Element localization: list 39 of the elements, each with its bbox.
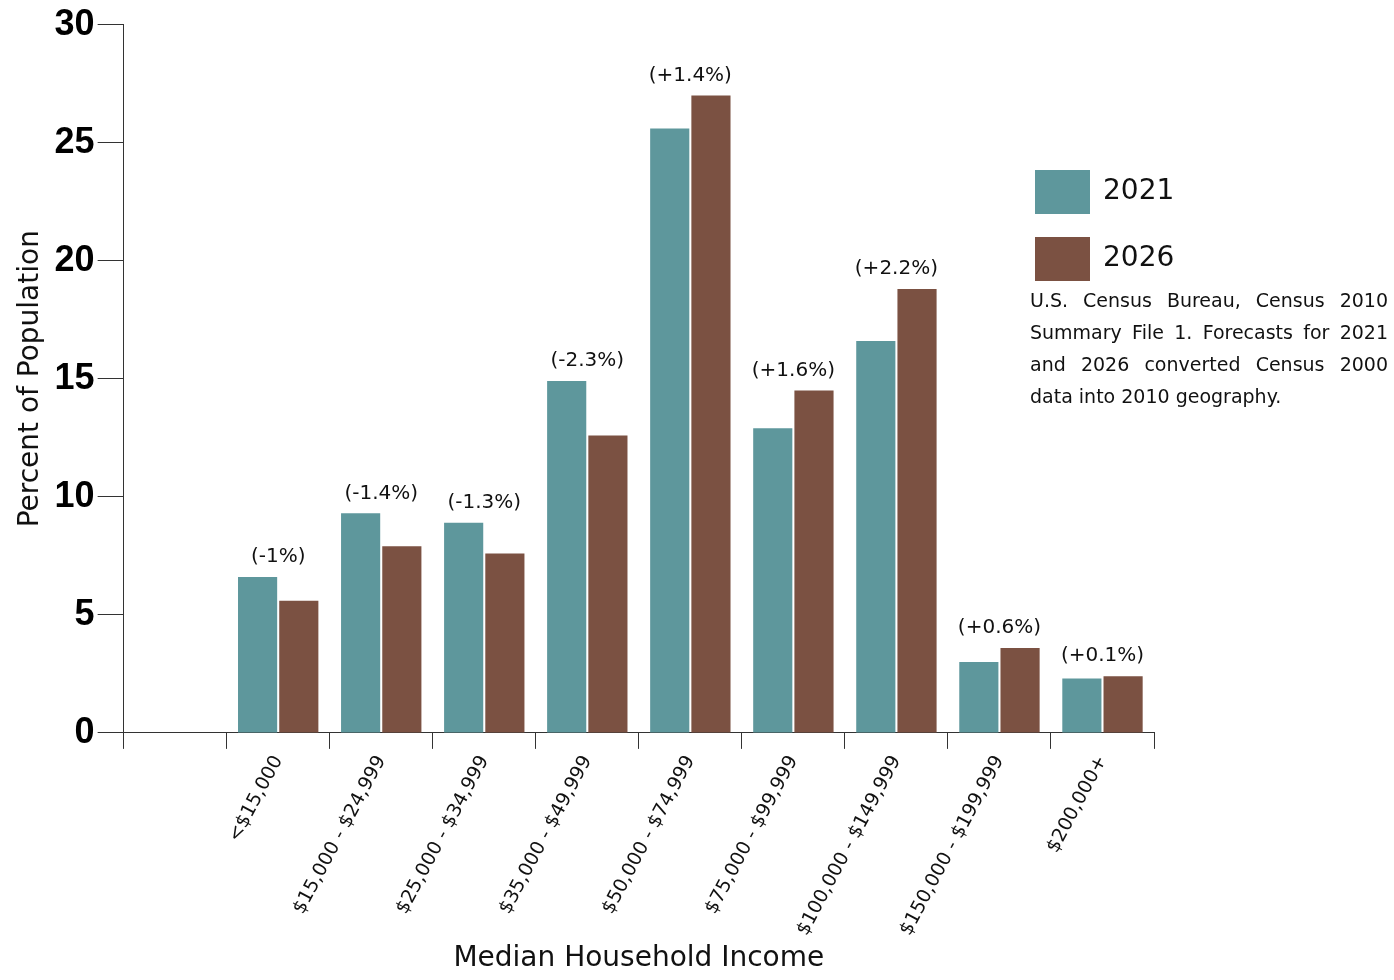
bar [753, 428, 793, 733]
bar [547, 381, 587, 733]
bar [588, 435, 628, 733]
y-axis-title: Percent of Population [12, 230, 46, 528]
annotation: (+0.1%) [1060, 642, 1145, 667]
legend-label: 2021 [1103, 173, 1175, 207]
bar [897, 289, 937, 733]
bar [382, 546, 422, 733]
annotation: (+1.6%) [751, 356, 835, 381]
y-tick-label: 5 [74, 591, 95, 633]
bar [341, 513, 381, 733]
legend-label: 2026 [1103, 240, 1175, 274]
annotation: (+2.2%) [854, 255, 938, 280]
bar [650, 128, 690, 733]
bar [1000, 647, 1040, 733]
y-tick-label: 10 [54, 473, 95, 515]
bar [856, 340, 896, 733]
bar [444, 522, 484, 733]
bar [1103, 676, 1143, 733]
y-tick-label: 15 [54, 355, 95, 397]
bar [959, 662, 999, 733]
bar [279, 600, 319, 733]
y-tick-label: 25 [54, 119, 95, 161]
annotation: (-2.3%) [550, 347, 625, 372]
annotation: (-1.3%) [447, 488, 522, 513]
bar [1062, 678, 1102, 733]
y-tick-label: 0 [74, 709, 95, 751]
annotation: (+1.4%) [648, 61, 732, 86]
bar [238, 577, 278, 733]
x-axis-title: Median Household Income [453, 940, 825, 974]
annotation: (+0.6%) [957, 614, 1042, 639]
bar [794, 390, 834, 733]
y-tick-label: 30 [54, 1, 95, 43]
annotation: (-1%) [250, 543, 306, 568]
bar [485, 553, 525, 733]
annotation: (-1.4%) [344, 479, 419, 504]
y-tick-label: 20 [54, 237, 95, 279]
annotation: U.S. Census Bureau, Census 2010 Summary File 1. Forecasts for 2021 and 2026 converted Census 2000 data into 2010 geography. [1030, 288, 1388, 409]
bar [691, 95, 731, 733]
